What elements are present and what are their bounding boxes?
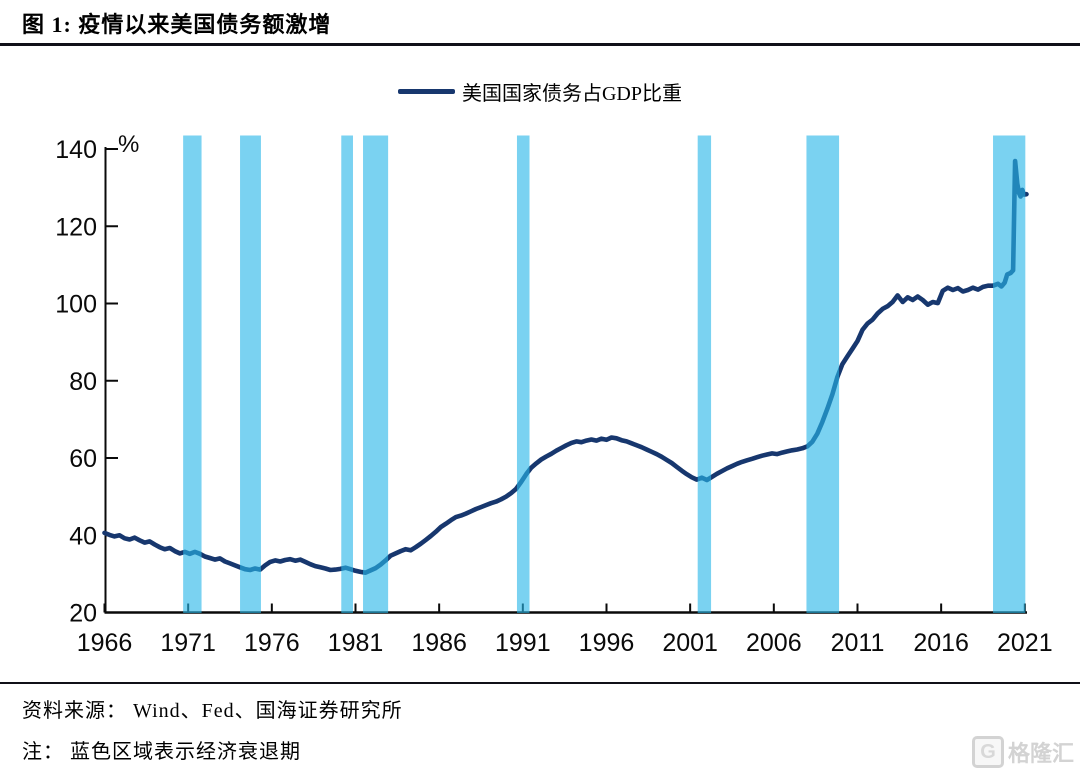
x-tick-label: 1981 — [328, 629, 384, 657]
gelonghui-logo-icon: G — [971, 736, 1004, 768]
page-title: 图 1: 疫情以来美国债务额激增 — [22, 12, 332, 37]
footer-divider — [0, 682, 1080, 684]
legend-label: 美国国家债务占GDP比重 — [461, 82, 682, 105]
recession-band — [341, 135, 353, 613]
source-line: 资料来源： Wind、Fed、国海证券研究所 — [22, 700, 403, 722]
unit-label: % — [118, 131, 139, 158]
x-tick-label: 1971 — [160, 629, 216, 657]
x-tick-label: 2001 — [662, 629, 718, 657]
chart-area: 20 40 60 80 100 120 140 1966 1971 1976 1981 1986 199… — [55, 131, 1053, 657]
y-tick-label: 20 — [69, 600, 97, 628]
x-tick-label: 2021 — [997, 629, 1053, 657]
x-tick-label: 2016 — [913, 629, 969, 657]
recession-band — [183, 135, 202, 613]
chart-svg: 20 40 60 80 100 120 140 1966 1971 1976 1981 1986 199… — [55, 131, 1053, 657]
legend-line-swatch — [397, 88, 455, 94]
y-tick-label: 60 — [69, 445, 97, 473]
x-tick-label: 1966 — [77, 629, 133, 657]
watermark: G 格隆汇 — [971, 736, 1074, 768]
x-tick-label: 1991 — [495, 629, 551, 657]
y-tick-label: 140 — [55, 136, 97, 164]
title-underline — [0, 43, 1080, 46]
watermark-text: 格隆汇 — [1007, 741, 1074, 766]
recession-band — [993, 135, 1026, 613]
recession-band — [240, 135, 261, 613]
recession-band — [806, 135, 840, 613]
recession-band — [697, 135, 712, 613]
y-tick-label: 120 — [55, 213, 97, 241]
recession-band — [363, 135, 389, 613]
x-tick-label: 1976 — [244, 629, 300, 657]
note-line: 注： 蓝色区域表示经济衰退期 — [22, 741, 301, 763]
y-tick-label: 40 — [69, 522, 97, 550]
y-tick-label: 80 — [69, 368, 97, 396]
x-tick-label: 2011 — [831, 629, 885, 657]
y-tick-label: 100 — [55, 291, 97, 319]
debt-to-gdp-line — [102, 158, 1029, 576]
x-tick-label: 2006 — [746, 629, 802, 657]
x-tick-label: 1996 — [579, 629, 635, 657]
chart-legend: 美国国家债务占GDP比重 — [0, 76, 1080, 106]
recession-band — [516, 135, 530, 613]
x-tick-label: 1986 — [411, 629, 467, 657]
